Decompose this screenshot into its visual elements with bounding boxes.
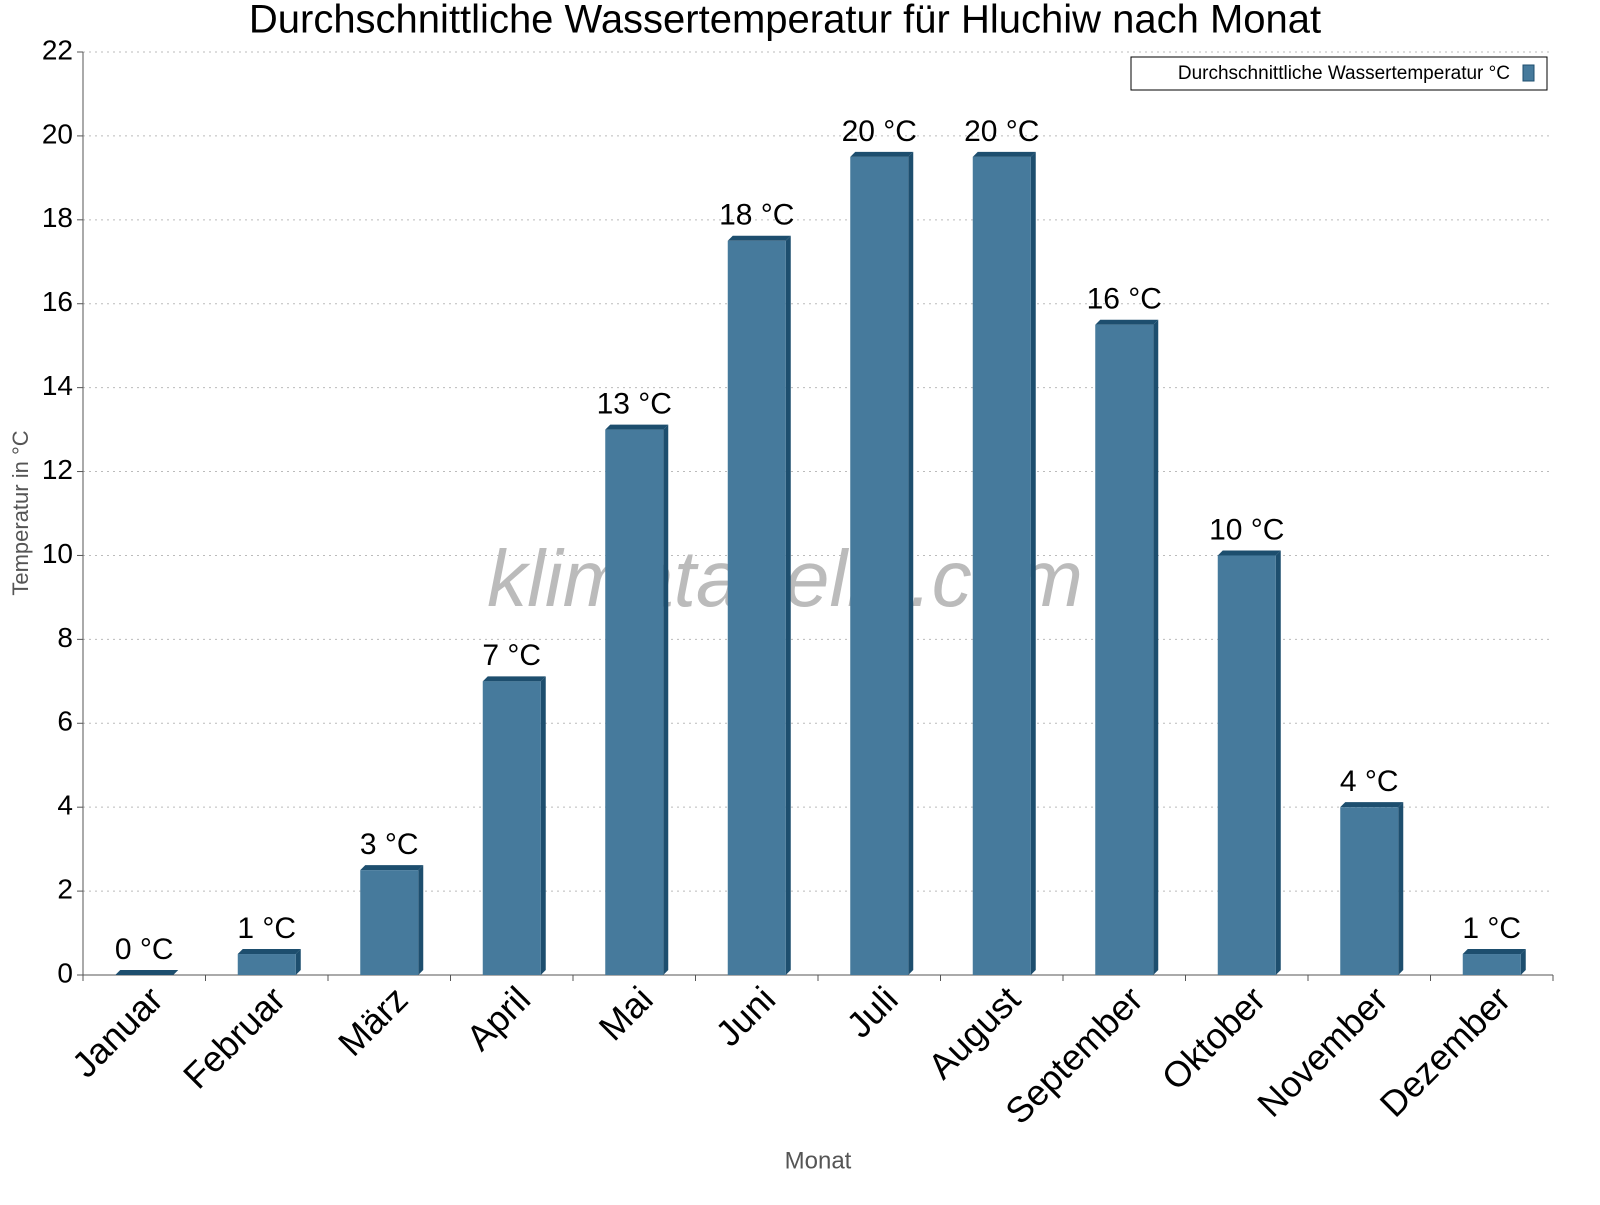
data-label: 3 °C [360,828,419,861]
bar-top [115,970,179,975]
bar-top [1340,802,1404,808]
bar-top [727,235,791,241]
y-tick-label: 0 [57,957,73,988]
legend-swatch [1522,64,1535,82]
data-label: 7 °C [482,639,541,672]
bar-top [1217,550,1281,556]
bar [972,156,1031,976]
data-label: 0 °C [115,933,174,966]
legend-box [1130,56,1548,91]
legend-label: Durchschnittliche Wassertemperatur °C [1178,63,1510,84]
bar-top [482,676,546,682]
y-tick-label: 18 [42,202,73,233]
x-tick-label: März [330,978,416,1064]
y-tick-label: 22 [42,34,73,65]
y-tick-label: 20 [42,118,73,149]
y-tick-label: 8 [57,622,73,653]
bar-side [1398,802,1404,975]
data-label: 16 °C [1087,283,1162,316]
data-label: 1 °C [237,912,296,945]
bar [1340,807,1399,975]
bar-side [1520,949,1526,975]
bar-top [850,151,914,157]
bar [605,429,664,975]
bar [1462,954,1521,975]
bar [1217,555,1276,975]
bar-side [1030,151,1036,976]
x-tick-label: August [920,978,1028,1086]
x-tick-label: November [1249,978,1395,1124]
bar-side [540,676,546,975]
data-label: 10 °C [1209,513,1284,546]
x-tick-label: April [458,978,538,1058]
x-tick-label: Juli [838,978,905,1045]
y-axis-label: Temperatur in °C [8,430,33,595]
bar-top [237,949,301,955]
x-tick-label: Februar [175,978,293,1096]
bar-side [418,865,424,975]
x-tick-label: Juni [707,978,783,1054]
data-label: 18 °C [719,199,794,232]
bar-side [785,235,791,975]
y-tick-label: 4 [57,790,73,821]
data-label: 20 °C [842,115,917,148]
y-tick-label: 10 [42,538,73,569]
bar-side [295,949,301,975]
bar-side [908,151,914,976]
bar [1095,324,1154,975]
y-tick-label: 14 [42,370,73,401]
data-label: 1 °C [1462,912,1521,945]
bar-top [360,865,424,871]
y-tick-label: 6 [57,706,73,737]
bar-side [1275,550,1281,975]
y-tick-label: 16 [42,286,73,317]
bar-side [663,424,669,975]
bar [360,870,419,975]
y-tick-label: 2 [57,873,73,904]
x-tick-label: Dezember [1372,978,1518,1124]
bar-top [605,424,669,430]
data-label: 4 °C [1340,765,1399,798]
chart-title: Durchschnittliche Wassertemperatur für H… [249,0,1321,42]
bar-top [972,151,1036,157]
bar [237,954,296,975]
x-tick-label: Januar [64,978,171,1085]
x-tick-label: Mai [591,978,661,1048]
x-axis-label: Monat [785,1147,852,1174]
bar-top [1095,319,1159,325]
x-tick-label: Oktober [1154,978,1274,1098]
data-label: 20 °C [964,115,1039,148]
y-tick-label: 12 [42,454,73,485]
bar [482,681,541,975]
bar-side [1153,319,1159,975]
data-label: 13 °C [597,388,672,421]
bar [727,240,786,975]
bar-top [1462,949,1526,955]
bar [850,156,909,976]
